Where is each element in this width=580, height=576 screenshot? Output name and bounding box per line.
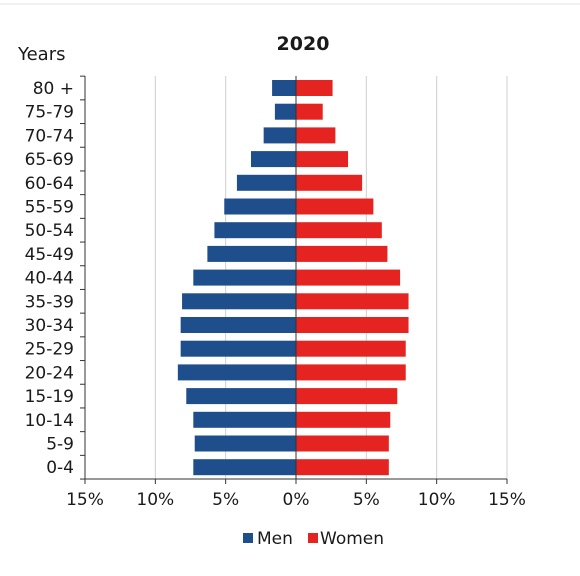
bar-men-6 — [214, 222, 296, 239]
bar-women-0 — [296, 80, 333, 96]
bar-women-8 — [296, 269, 401, 286]
bar-women-14 — [296, 411, 391, 428]
bar-men-15 — [194, 435, 296, 452]
bar-men-16 — [193, 459, 296, 476]
bar-women-12 — [296, 364, 406, 381]
bar-men-9 — [182, 293, 296, 310]
x-tick-label-6: 15% — [488, 490, 526, 510]
y-tick-label-13: 15-19 — [25, 387, 74, 407]
axes — [80, 75, 508, 484]
bar-women-10 — [296, 317, 409, 333]
x-tick-label-3: 0% — [283, 490, 310, 510]
legend: Men Women — [243, 529, 384, 549]
y-tick-labels: 80 + 75-79 70-74 65-69 60-64 55-59 50-54 45-49 4… — [25, 79, 74, 478]
bar-men-14 — [193, 411, 296, 428]
bar-men-5 — [224, 198, 296, 215]
y-tick-label-14: 10-14 — [25, 411, 74, 431]
bar-women-1 — [296, 103, 323, 120]
bar-women-2 — [296, 127, 336, 144]
x-tick-labels: 15% 10% 5% 0% 5% 10% 15% — [66, 490, 526, 510]
bar-women-5 — [296, 198, 374, 215]
bar-men-10 — [180, 317, 296, 333]
bar-women-7 — [296, 245, 388, 262]
y-tick-label-2: 70-74 — [25, 126, 74, 146]
y-axis-label: Years — [17, 44, 66, 65]
bar-men-8 — [193, 269, 296, 286]
chart-title: 2020 — [277, 33, 330, 55]
bar-women-16 — [296, 459, 389, 476]
legend-label-women: Women — [320, 529, 384, 549]
x-tick-label-2: 5% — [212, 490, 239, 510]
bar-women-13 — [296, 388, 398, 405]
bar-women-6 — [296, 222, 382, 239]
bar-women-3 — [296, 151, 349, 168]
bar-men-13 — [186, 388, 296, 405]
y-tick-label-11: 25-29 — [25, 340, 74, 360]
bar-men-12 — [177, 364, 296, 381]
y-tick-label-1: 75-79 — [25, 103, 74, 123]
y-tick-label-5: 55-59 — [25, 198, 74, 218]
bar-men-11 — [180, 340, 296, 357]
bar-men-7 — [207, 245, 296, 262]
y-tick-label-0: 80 + — [33, 79, 74, 99]
bar-men-3 — [250, 151, 296, 168]
y-tick-label-15: 5-9 — [46, 435, 74, 455]
y-tick-label-8: 40-44 — [25, 269, 74, 289]
y-tick-label-10: 30-34 — [25, 316, 74, 336]
legend-swatch-women — [308, 533, 318, 543]
legend-label-men: Men — [257, 529, 293, 549]
bar-men-2 — [263, 127, 296, 144]
y-tick-label-16: 0-4 — [46, 458, 74, 478]
bar-women-9 — [296, 293, 409, 310]
bar-men-4 — [236, 174, 296, 191]
y-tick-label-7: 45-49 — [25, 245, 74, 265]
bar-women-4 — [296, 174, 363, 191]
x-tick-label-4: 5% — [353, 490, 380, 510]
x-tick-label-0: 15% — [66, 490, 104, 510]
legend-swatch-men — [243, 533, 253, 543]
bar-men-1 — [274, 103, 296, 120]
y-tick-label-12: 20-24 — [25, 363, 74, 383]
y-tick-label-3: 65-69 — [25, 150, 74, 170]
bar-women-11 — [296, 340, 406, 357]
y-tick-label-9: 35-39 — [25, 292, 74, 312]
y-tick-label-6: 50-54 — [25, 221, 74, 241]
bars — [177, 80, 409, 476]
y-tick-label-4: 60-64 — [25, 174, 74, 194]
bar-men-0 — [272, 80, 296, 96]
x-tick-label-5: 10% — [418, 490, 456, 510]
x-tick-label-1: 10% — [136, 490, 174, 510]
bar-women-15 — [296, 435, 389, 452]
